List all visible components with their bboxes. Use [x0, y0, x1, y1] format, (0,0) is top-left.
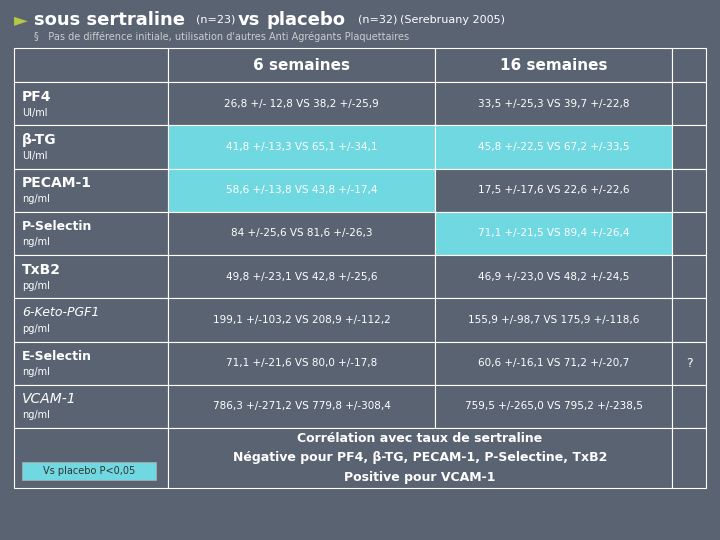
- Bar: [168, 298, 435, 341]
- Text: 786,3 +/-271,2 VS 779,8 +/-308,4: 786,3 +/-271,2 VS 779,8 +/-308,4: [212, 401, 390, 411]
- Bar: [14, 48, 168, 82]
- Text: ng/ml: ng/ml: [22, 238, 50, 247]
- Bar: [672, 212, 706, 255]
- Bar: [672, 298, 706, 341]
- Text: UI/ml: UI/ml: [22, 107, 48, 118]
- Bar: [672, 168, 706, 212]
- Bar: [168, 255, 435, 298]
- Text: 33,5 +/-25,3 VS 39,7 +/-22,8: 33,5 +/-25,3 VS 39,7 +/-22,8: [478, 99, 629, 109]
- Text: 17,5 +/-17,6 VS 22,6 +/-22,6: 17,5 +/-17,6 VS 22,6 +/-22,6: [478, 185, 629, 195]
- Text: 6-Keto-PGF1: 6-Keto-PGF1: [22, 306, 99, 319]
- Bar: [435, 168, 672, 212]
- Text: (Serebruany 2005): (Serebruany 2005): [400, 15, 505, 25]
- Bar: [672, 125, 706, 168]
- Text: 759,5 +/-265,0 VS 795,2 +/-238,5: 759,5 +/-265,0 VS 795,2 +/-238,5: [464, 401, 642, 411]
- Bar: [672, 82, 706, 125]
- Text: Vs placebo P<0,05: Vs placebo P<0,05: [43, 466, 135, 476]
- Bar: [435, 341, 672, 384]
- Bar: [168, 125, 435, 168]
- Bar: [168, 168, 435, 212]
- Text: ng/ml: ng/ml: [22, 410, 50, 420]
- Text: ng/ml: ng/ml: [22, 194, 50, 204]
- Text: PECAM-1: PECAM-1: [22, 176, 92, 190]
- Bar: [22, 462, 156, 480]
- Bar: [14, 255, 168, 298]
- Text: 26,8 +/- 12,8 VS 38,2 +/-25,9: 26,8 +/- 12,8 VS 38,2 +/-25,9: [224, 99, 379, 109]
- Text: 155,9 +/-98,7 VS 175,9 +/-118,6: 155,9 +/-98,7 VS 175,9 +/-118,6: [468, 315, 639, 325]
- Text: 45,8 +/-22,5 VS 67,2 +/-33,5: 45,8 +/-22,5 VS 67,2 +/-33,5: [478, 142, 629, 152]
- Bar: [435, 384, 672, 428]
- Bar: [435, 255, 672, 298]
- Text: pg/ml: pg/ml: [22, 281, 50, 291]
- Bar: [168, 428, 672, 488]
- Text: ng/ml: ng/ml: [22, 367, 50, 377]
- Bar: [435, 48, 672, 82]
- Text: pg/ml: pg/ml: [22, 324, 50, 334]
- Bar: [14, 298, 168, 341]
- Text: 16 semaines: 16 semaines: [500, 57, 607, 72]
- Bar: [14, 341, 168, 384]
- Text: (n=23): (n=23): [196, 15, 235, 25]
- Bar: [168, 48, 435, 82]
- Text: 41,8 +/-13,3 VS 65,1 +/-34,1: 41,8 +/-13,3 VS 65,1 +/-34,1: [226, 142, 377, 152]
- Bar: [168, 212, 435, 255]
- Bar: [168, 341, 435, 384]
- Bar: [435, 212, 672, 255]
- Text: β-TG: β-TG: [22, 133, 57, 147]
- Text: UI/ml: UI/ml: [22, 151, 48, 161]
- Bar: [14, 125, 168, 168]
- Text: 60,6 +/-16,1 VS 71,2 +/-20,7: 60,6 +/-16,1 VS 71,2 +/-20,7: [478, 358, 629, 368]
- Bar: [14, 82, 168, 125]
- Text: VCAM-1: VCAM-1: [22, 393, 76, 407]
- Text: 71,1 +/-21,5 VS 89,4 +/-26,4: 71,1 +/-21,5 VS 89,4 +/-26,4: [478, 228, 629, 238]
- Text: sous sertraline: sous sertraline: [34, 11, 185, 29]
- Text: 84 +/-25,6 VS 81,6 +/-26,3: 84 +/-25,6 VS 81,6 +/-26,3: [230, 228, 372, 238]
- Bar: [14, 212, 168, 255]
- Text: E-Selectin: E-Selectin: [22, 349, 92, 363]
- Text: placebo: placebo: [266, 11, 345, 29]
- Bar: [672, 48, 706, 82]
- Bar: [672, 341, 706, 384]
- Bar: [672, 384, 706, 428]
- Text: P-Selectin: P-Selectin: [22, 220, 92, 233]
- Text: 58,6 +/-13,8 VS 43,8 +/-17,4: 58,6 +/-13,8 VS 43,8 +/-17,4: [226, 185, 377, 195]
- Text: (n=32): (n=32): [358, 15, 397, 25]
- Bar: [14, 428, 168, 488]
- Bar: [672, 428, 706, 488]
- Text: 49,8 +/-23,1 VS 42,8 +/-25,6: 49,8 +/-23,1 VS 42,8 +/-25,6: [226, 272, 377, 282]
- Text: Corrélation avec taux de sertraline
Négative pour PF4, β-TG, PECAM-1, P-Selectin: Corrélation avec taux de sertraline Néga…: [233, 433, 607, 483]
- Bar: [14, 384, 168, 428]
- Text: 199,1 +/-103,2 VS 208,9 +/-112,2: 199,1 +/-103,2 VS 208,9 +/-112,2: [212, 315, 390, 325]
- Bar: [168, 82, 435, 125]
- Bar: [435, 82, 672, 125]
- Text: ?: ?: [685, 356, 693, 369]
- Text: ►: ►: [14, 11, 28, 29]
- Bar: [435, 298, 672, 341]
- Bar: [168, 384, 435, 428]
- Bar: [14, 168, 168, 212]
- Text: vs: vs: [238, 11, 261, 29]
- Bar: [435, 125, 672, 168]
- Text: 71,1 +/-21,6 VS 80,0 +/-17,8: 71,1 +/-21,6 VS 80,0 +/-17,8: [226, 358, 377, 368]
- Text: TxB2: TxB2: [22, 262, 61, 276]
- Text: 6 semaines: 6 semaines: [253, 57, 350, 72]
- Bar: [672, 255, 706, 298]
- Text: §   Pas de différence initiale, utilisation d'autres Anti Agrégants Plaquettaire: § Pas de différence initiale, utilisatio…: [34, 32, 409, 42]
- Text: 46,9 +/-23,0 VS 48,2 +/-24,5: 46,9 +/-23,0 VS 48,2 +/-24,5: [478, 272, 629, 282]
- Text: PF4: PF4: [22, 90, 52, 104]
